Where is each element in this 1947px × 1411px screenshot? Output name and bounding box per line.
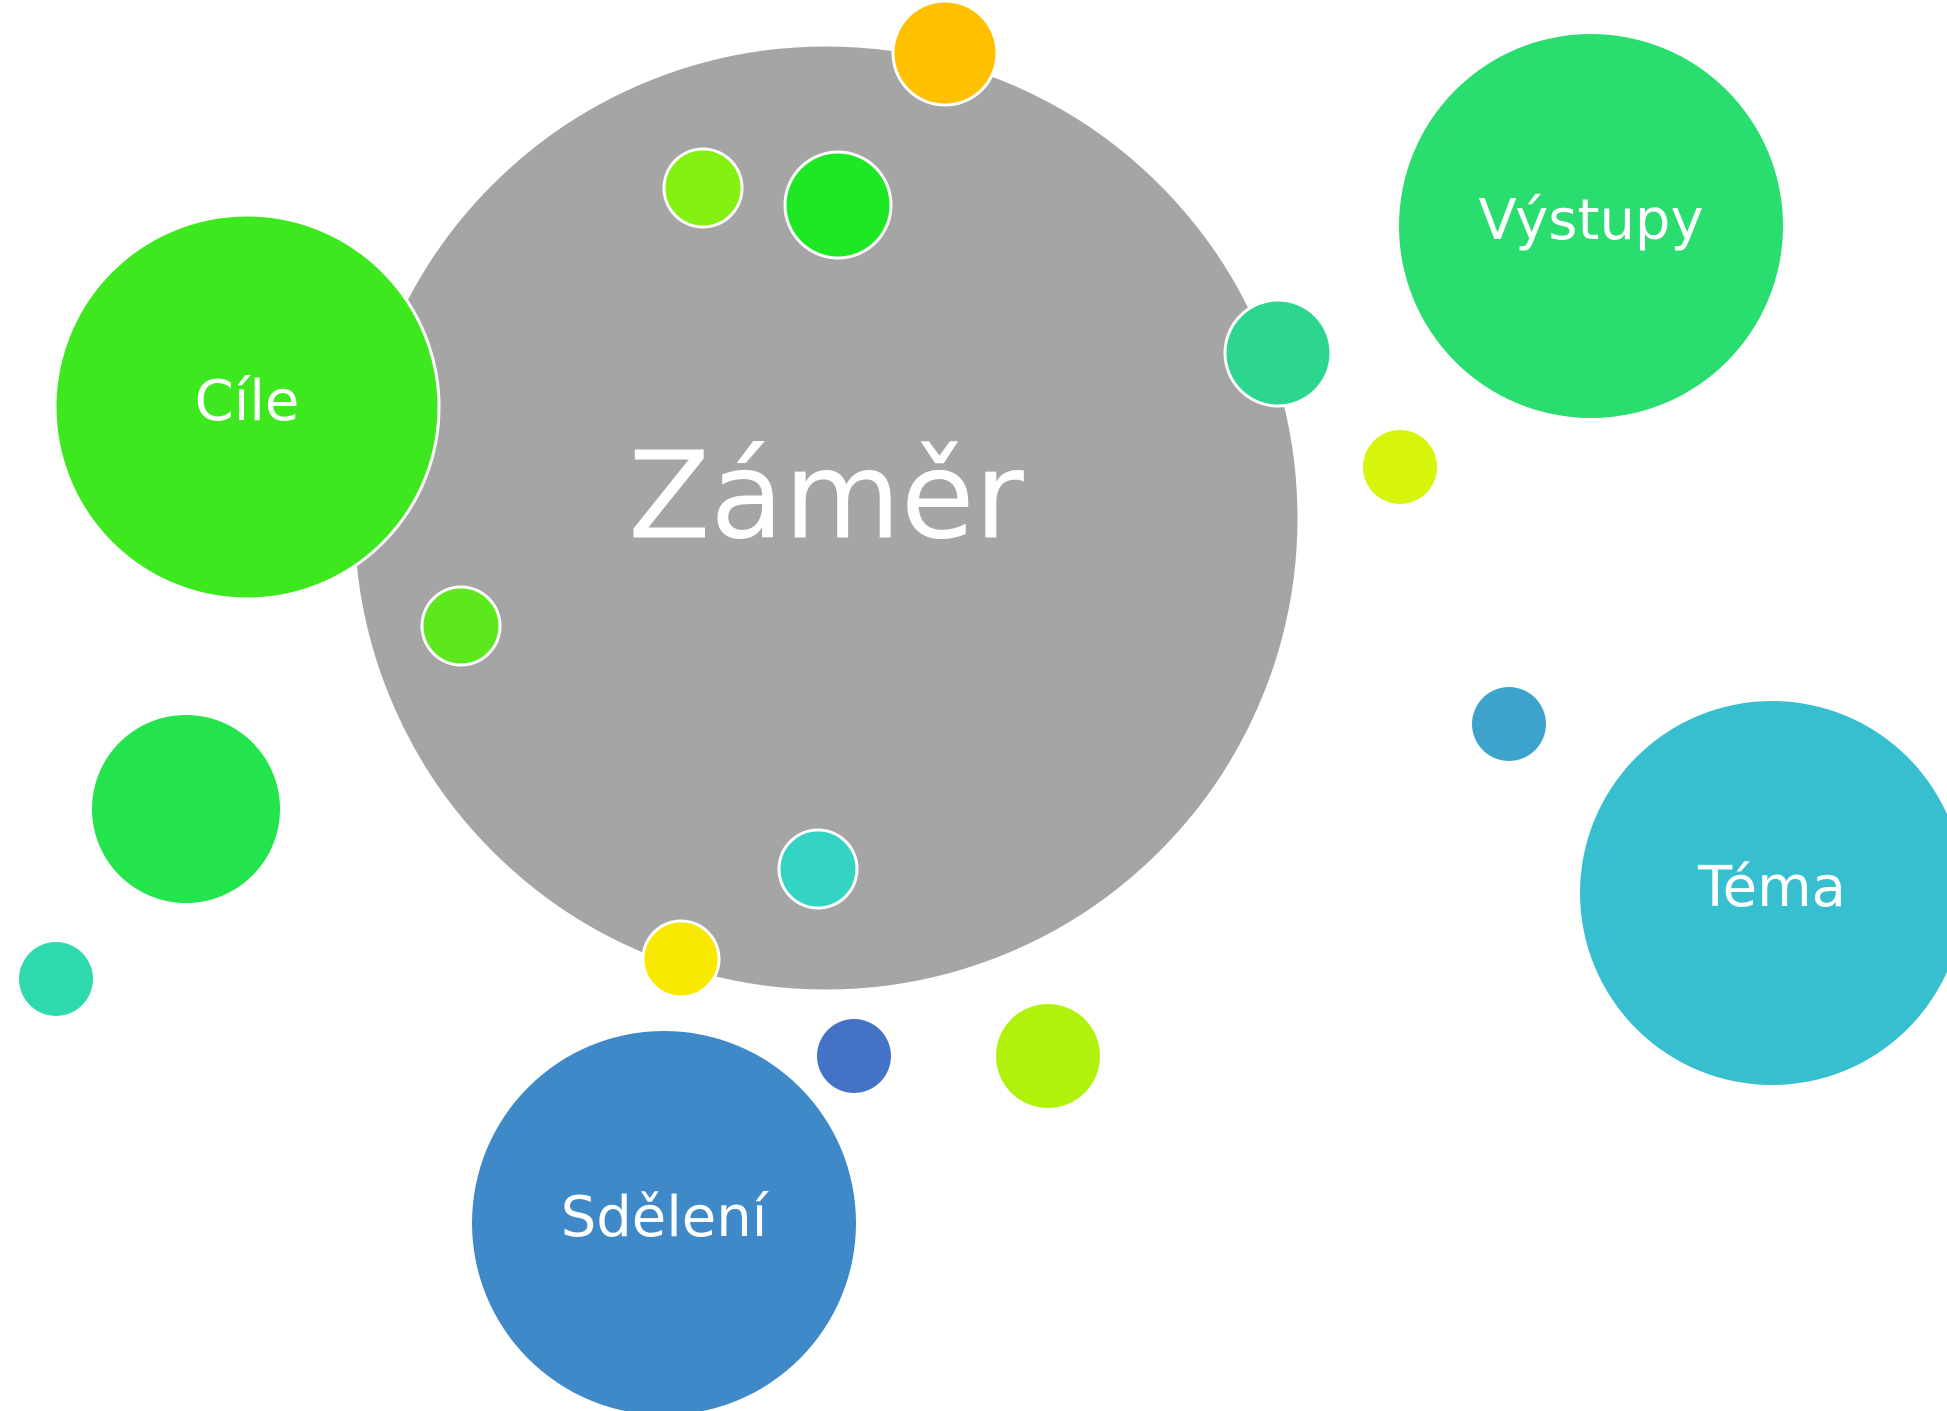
- small-circle: [662, 147, 744, 229]
- node-label: Téma: [1697, 855, 1846, 920]
- cile-circle: [53, 213, 441, 601]
- small-circle: [777, 828, 859, 910]
- sdeleni-circle: [472, 1031, 856, 1411]
- small-circle: [1472, 687, 1546, 761]
- small-circle: [817, 1019, 891, 1093]
- small-circle: [891, 0, 999, 107]
- small-circle: [996, 1004, 1100, 1108]
- small-circle: [420, 585, 502, 667]
- medium-circle: [92, 715, 280, 903]
- small-circle: [1363, 430, 1437, 504]
- main-label: Záměr: [628, 428, 1024, 567]
- small-circle: [641, 919, 721, 999]
- tema-circle: [1580, 701, 1947, 1085]
- node-label: Výstupy: [1478, 188, 1703, 253]
- node-label: Cíle: [195, 369, 300, 434]
- node-label: Sdělení: [561, 1185, 770, 1250]
- small-circle: [783, 150, 893, 260]
- vystupy-circle: [1399, 34, 1783, 418]
- small-circle: [1223, 298, 1333, 408]
- small-circle: [19, 942, 93, 1016]
